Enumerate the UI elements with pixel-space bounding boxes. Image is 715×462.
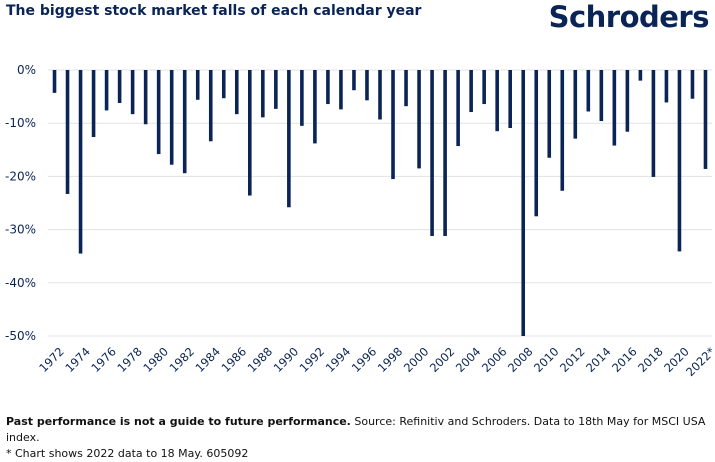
- bar-2010: [547, 70, 552, 158]
- bar-2020: [677, 70, 682, 252]
- bar-2022: [703, 70, 708, 169]
- x-tick-label: 1972: [36, 344, 67, 375]
- bar-2004: [469, 70, 473, 113]
- x-tick-label: 1982: [166, 344, 197, 375]
- bar-2007: [508, 70, 512, 128]
- y-tick-label: -20%: [5, 169, 36, 183]
- bar-1998: [391, 70, 395, 180]
- y-tick-label: -50%: [5, 329, 36, 343]
- bar-2000: [417, 70, 421, 169]
- x-axis-ticks: 1972197419761978198019821984198619881990…: [36, 344, 715, 379]
- bar-1999: [404, 70, 408, 107]
- source-line: Past performance is not a guide to futur…: [6, 414, 711, 446]
- bar-2012: [573, 70, 578, 139]
- bar-1983: [195, 70, 200, 100]
- y-tick-label: 0%: [17, 63, 36, 77]
- bar-1980: [156, 70, 161, 155]
- bar-1991: [300, 70, 304, 126]
- x-tick-label: 2002: [427, 344, 458, 375]
- bar-1985: [221, 70, 226, 99]
- bar-2014: [599, 70, 604, 122]
- bar-1984: [208, 70, 213, 142]
- chart-title: The biggest stock market falls of each c…: [6, 3, 422, 19]
- note-text: * Chart shows 2022 data to 18 May. 60509…: [6, 447, 249, 460]
- bar-1977: [117, 70, 122, 103]
- x-tick-label: 1990: [271, 344, 302, 375]
- x-tick-label: 1998: [375, 344, 406, 375]
- y-tick-label: -10%: [5, 116, 36, 130]
- x-tick-label: 1974: [62, 344, 93, 375]
- x-tick-label: 1976: [88, 344, 119, 375]
- bar-2018: [651, 70, 656, 177]
- source-text: Source: Refinitiv and Schroders. Data to…: [6, 415, 706, 444]
- bar-2016: [625, 70, 630, 132]
- bar-1972: [52, 70, 57, 93]
- bar-1996: [365, 70, 369, 101]
- y-tick-label: -30%: [5, 223, 36, 237]
- x-tick-label: 2000: [401, 344, 432, 375]
- y-tick-label: -40%: [5, 276, 36, 290]
- bar-1975: [91, 70, 96, 138]
- bar-2013: [586, 70, 591, 112]
- bar-2008: [521, 70, 526, 336]
- x-tick-label: 1984: [192, 344, 223, 375]
- x-tick-label: 2006: [479, 344, 510, 375]
- bar-1978: [130, 70, 135, 115]
- x-tick-label: 2016: [609, 344, 640, 375]
- x-tick-label: 1980: [140, 344, 171, 375]
- bar-2002: [443, 70, 447, 236]
- x-tick-label: 2010: [531, 344, 562, 375]
- x-tick-label: 2022*: [683, 344, 715, 379]
- bar-1987: [248, 70, 252, 196]
- x-tick-label: 1978: [114, 344, 145, 375]
- disclaimer-text: Past performance is not a guide to futur…: [6, 415, 351, 428]
- bar-1997: [378, 70, 382, 120]
- bar-1976: [104, 70, 109, 111]
- bar-2003: [456, 70, 460, 147]
- bar-2011: [560, 70, 565, 191]
- bars: [52, 70, 708, 336]
- bar-chart: 0%-10%-20%-30%-40%-50% 19721974197619781…: [5, 63, 715, 379]
- bar-2019: [664, 70, 669, 103]
- x-tick-label: 1994: [323, 344, 354, 375]
- x-tick-label: 2008: [505, 344, 536, 375]
- bar-2006: [495, 70, 499, 132]
- x-tick-label: 1986: [219, 344, 250, 375]
- schroders-logo: Schroders: [548, 0, 710, 34]
- bar-2021: [690, 70, 695, 99]
- x-tick-label: 1988: [245, 344, 276, 375]
- bar-1986: [234, 70, 239, 115]
- bar-1993: [326, 70, 330, 105]
- x-tick-label: 1996: [349, 344, 380, 375]
- x-tick-label: 1992: [297, 344, 328, 375]
- bar-1994: [339, 70, 343, 110]
- footer: Past performance is not a guide to futur…: [6, 414, 711, 462]
- bar-1974: [78, 70, 83, 254]
- y-axis-ticks: 0% -10% -20% -30% -40% -50%: [5, 63, 36, 343]
- bar-1979: [143, 70, 148, 125]
- bar-2009: [534, 70, 539, 217]
- bar-1990: [287, 70, 291, 208]
- bar-1973: [65, 70, 70, 194]
- bar-2005: [482, 70, 486, 105]
- bar-1981: [169, 70, 174, 165]
- bar-1982: [182, 70, 187, 174]
- x-tick-label: 2014: [583, 344, 614, 375]
- x-tick-label: 2004: [453, 344, 484, 375]
- bar-2001: [430, 70, 434, 236]
- bar-1989: [274, 70, 278, 109]
- bar-2017: [638, 70, 643, 81]
- x-tick-label: 2018: [635, 344, 666, 375]
- bar-1988: [261, 70, 265, 118]
- bar-1992: [313, 70, 317, 144]
- bar-1995: [352, 70, 356, 91]
- x-tick-label: 2012: [557, 344, 588, 375]
- bar-2015: [612, 70, 617, 146]
